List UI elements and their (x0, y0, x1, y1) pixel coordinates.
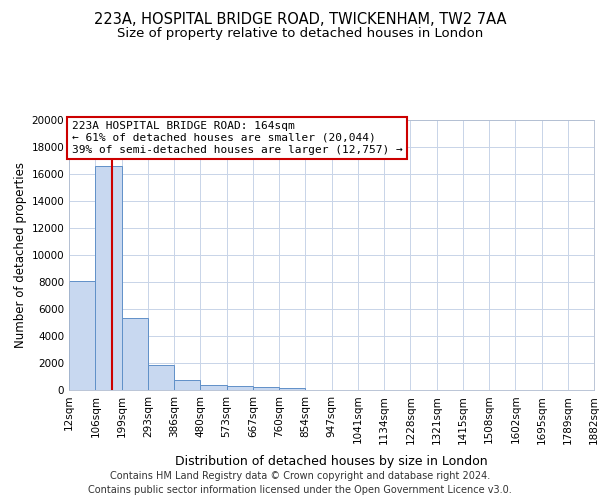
Text: Contains HM Land Registry data © Crown copyright and database right 2024.: Contains HM Land Registry data © Crown c… (110, 471, 490, 481)
Bar (200, 385, 227, 390)
X-axis label: Distribution of detached houses by size in London: Distribution of detached houses by size … (175, 454, 488, 468)
Bar (148, 365, 174, 390)
Bar (227, 386, 253, 390)
Y-axis label: Number of detached properties: Number of detached properties (14, 162, 27, 348)
Bar (69, 280, 95, 390)
Text: Size of property relative to detached houses in London: Size of property relative to detached ho… (117, 28, 483, 40)
Bar (121, 318, 148, 390)
Bar (253, 387, 279, 390)
Bar (95, 166, 121, 390)
Text: 223A, HOSPITAL BRIDGE ROAD, TWICKENHAM, TW2 7AA: 223A, HOSPITAL BRIDGE ROAD, TWICKENHAM, … (94, 12, 506, 28)
Bar (279, 388, 305, 390)
Bar (174, 380, 200, 390)
Text: Contains public sector information licensed under the Open Government Licence v3: Contains public sector information licen… (88, 485, 512, 495)
Text: 223A HOSPITAL BRIDGE ROAD: 164sqm
← 61% of detached houses are smaller (20,044)
: 223A HOSPITAL BRIDGE ROAD: 164sqm ← 61% … (71, 122, 403, 154)
